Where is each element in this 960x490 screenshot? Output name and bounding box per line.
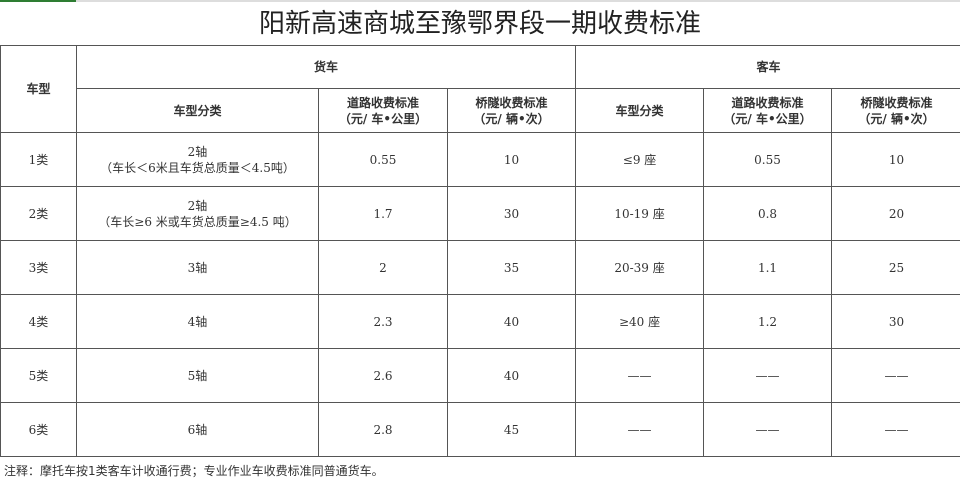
table-row: 6类 6轴 2.8 45 —— —— —— xyxy=(0,402,960,457)
cell-truck-road-fee: 0.55 xyxy=(318,132,448,187)
cell-bus-road-fee: 1.1 xyxy=(703,240,833,295)
top-bar xyxy=(0,0,960,2)
table-row: 3类 3轴 2 35 20-39 座 1.1 25 xyxy=(0,240,960,295)
table-row: 5类 5轴 2.6 40 —— —— —— xyxy=(0,348,960,403)
cell-truck-class: 4轴 xyxy=(76,294,319,349)
cell-truck-bridge-fee: 30 xyxy=(446,186,577,241)
cell-truck-bridge-fee: 10 xyxy=(446,132,577,187)
header-bus-class: 车型分类 xyxy=(575,88,705,133)
top-bar-accent xyxy=(0,0,76,2)
cell-truck-class: 5轴 xyxy=(76,348,319,403)
header-truck-road-fee: 道路收费标准 （元/ 车•公里） xyxy=(318,88,448,133)
header-bus-bridge-fee: 桥隧收费标准 （元/ 辆•次） xyxy=(831,88,960,133)
cell-vehicle-type: 2类 xyxy=(0,186,77,241)
cell-bus-road-fee: —— xyxy=(703,348,833,403)
cell-truck-class: 2轴 （车长＜6米且车货总质量＜4.5吨） xyxy=(76,132,319,187)
cell-bus-bridge-fee: —— xyxy=(831,348,960,403)
toll-table: 车型 货车 客车 车型分类 道路收费标准 （元/ 车•公里） 桥隧收费标准 （元/ … xyxy=(0,45,960,457)
table-row: 2类 2轴 （车长≥6 米或车货总质量≥4.5 吨） 1.7 30 10-19 座 0.8 2… xyxy=(0,186,960,241)
cell-bus-class: —— xyxy=(575,348,705,403)
cell-bus-bridge-fee: 25 xyxy=(831,240,960,295)
cell-vehicle-type: 6类 xyxy=(0,402,77,457)
cell-truck-class: 2轴 （车长≥6 米或车货总质量≥4.5 吨） xyxy=(76,186,319,241)
cell-bus-road-fee: —— xyxy=(703,402,833,457)
cell-bus-bridge-fee: —— xyxy=(831,402,960,457)
cell-bus-class: —— xyxy=(575,402,705,457)
cell-truck-bridge-fee: 40 xyxy=(446,348,577,403)
page-title: 阳新高速商城至豫鄂界段一期收费标准 xyxy=(258,9,701,39)
header-truck-bridge-fee: 桥隧收费标准 （元/ 辆•次） xyxy=(446,88,577,133)
cell-bus-bridge-fee: 20 xyxy=(831,186,960,241)
table-row: 4类 4轴 2.3 40 ≥40 座 1.2 30 xyxy=(0,294,960,349)
cell-bus-class: ≤9 座 xyxy=(575,132,705,187)
cell-truck-class: 3轴 xyxy=(76,240,319,295)
cell-truck-bridge-fee: 40 xyxy=(446,294,577,349)
cell-vehicle-type: 4类 xyxy=(0,294,77,349)
cell-vehicle-type: 3类 xyxy=(0,240,77,295)
header-vehicle-type: 车型 xyxy=(0,45,77,133)
footnote: 注释：摩托车按1类客车计收通行费；专业作业车收费标准同普通货车。 xyxy=(4,464,384,478)
table-row: 1类 2轴 （车长＜6米且车货总质量＜4.5吨） 0.55 10 ≤9 座 0.55 10 xyxy=(0,132,960,187)
cell-bus-road-fee: 0.8 xyxy=(703,186,833,241)
cell-truck-class: 6轴 xyxy=(76,402,319,457)
cell-bus-road-fee: 1.2 xyxy=(703,294,833,349)
cell-vehicle-type: 5类 xyxy=(0,348,77,403)
cell-truck-road-fee: 2.6 xyxy=(318,348,448,403)
cell-bus-road-fee: 0.55 xyxy=(703,132,833,187)
header-truck: 货车 xyxy=(75,45,577,89)
header-bus: 客车 xyxy=(575,45,960,89)
cell-truck-road-fee: 1.7 xyxy=(318,186,448,241)
cell-truck-bridge-fee: 35 xyxy=(446,240,577,295)
header-bus-road-fee: 道路收费标准 （元/ 车•公里） xyxy=(703,88,833,133)
cell-bus-bridge-fee: 30 xyxy=(831,294,960,349)
header-truck-class: 车型分类 xyxy=(76,88,319,133)
cell-bus-class: 10-19 座 xyxy=(575,186,705,241)
cell-truck-bridge-fee: 45 xyxy=(446,402,577,457)
cell-truck-road-fee: 2 xyxy=(318,240,448,295)
cell-vehicle-type: 1类 xyxy=(0,132,77,187)
cell-truck-road-fee: 2.8 xyxy=(318,402,448,457)
cell-bus-class: 20-39 座 xyxy=(575,240,705,295)
cell-bus-bridge-fee: 10 xyxy=(831,132,960,187)
cell-truck-road-fee: 2.3 xyxy=(318,294,448,349)
cell-bus-class: ≥40 座 xyxy=(575,294,705,349)
